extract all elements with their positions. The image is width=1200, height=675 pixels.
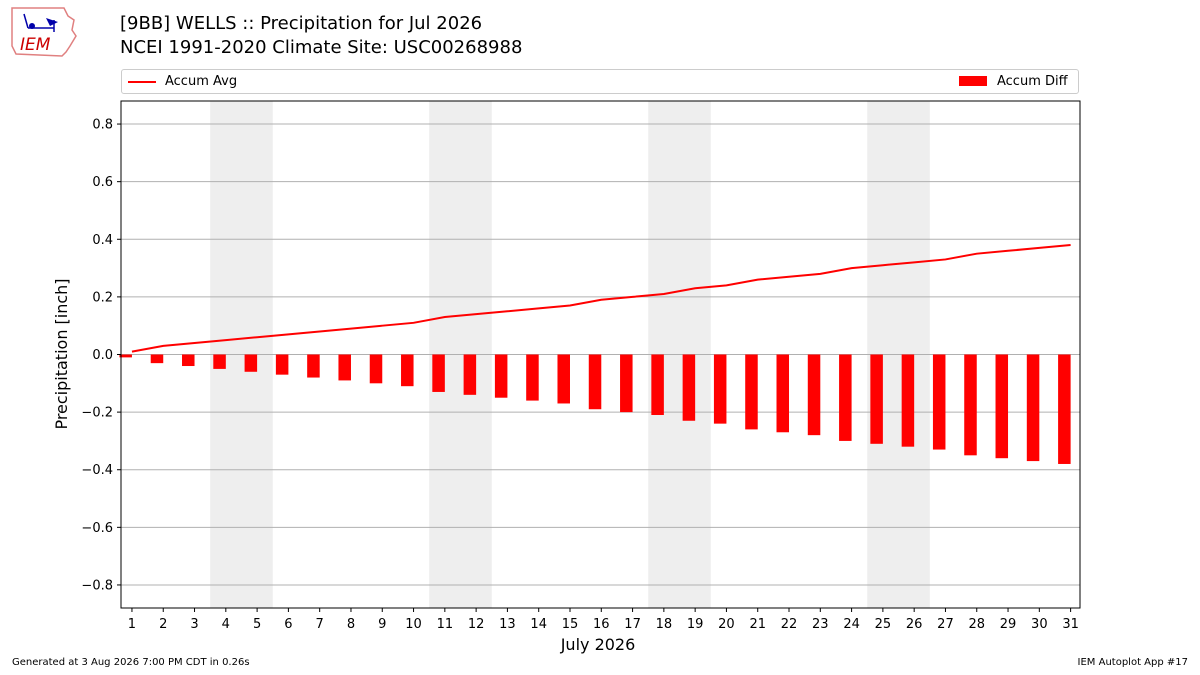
- legend-bar-swatch: [959, 76, 987, 86]
- accum-diff-bar: [463, 354, 477, 395]
- accum-avg-line-group: [131, 244, 1071, 353]
- x-tick-label: 17: [624, 617, 641, 632]
- x-tick-label: 26: [906, 617, 923, 632]
- accum-diff-bar: [839, 354, 852, 441]
- x-tick-label: 4: [222, 617, 230, 632]
- y-tick-label: −0.8: [81, 578, 113, 593]
- accum-diff-bar: [1026, 354, 1040, 462]
- accum-diff-bar: [682, 354, 696, 421]
- logo-text: IEM: [20, 35, 51, 55]
- iem-logo: IEM: [8, 6, 78, 58]
- x-tick-label: 5: [253, 617, 261, 632]
- y-axis: −0.8 −0.6 −0.4 −0.2 0.0 0.2 0.4 0.6 0.8: [81, 118, 121, 593]
- x-tick-label: 3: [190, 617, 198, 632]
- iem-logo-graphic: IEM: [11, 7, 77, 57]
- accum-diff-bar: [964, 354, 977, 456]
- x-tick-label: 9: [378, 617, 386, 632]
- y-axis-label: Precipitation [inch]: [52, 278, 71, 429]
- accum-diff-bar: [713, 354, 727, 424]
- x-tick-label: 23: [812, 617, 829, 632]
- footer-app: IEM Autoplot App #17: [1077, 657, 1188, 668]
- y-tick-label: 0.2: [92, 290, 113, 305]
- x-tick-label: 24: [843, 617, 860, 632]
- x-tick-label: 8: [347, 617, 355, 632]
- accum-diff-bar: [432, 354, 445, 392]
- accum-avg-line: [131, 244, 1071, 353]
- x-tick-label: 27: [937, 617, 954, 632]
- y-tick-label: 0.8: [92, 118, 113, 133]
- x-tick-label: 19: [687, 617, 704, 632]
- legend-label-accum-avg: Accum Avg: [165, 74, 238, 89]
- accum-diff-bar: [338, 354, 351, 381]
- y-tick-label: −0.2: [81, 406, 113, 421]
- x-tick-label: 1: [128, 617, 136, 632]
- x-tick-label: 11: [437, 617, 454, 632]
- accum-diff-bar: [526, 354, 539, 401]
- accum-diff-bar: [557, 354, 570, 404]
- accum-diff-bar: [244, 354, 258, 372]
- accum-diff-bar: [213, 354, 226, 369]
- x-tick-label: 29: [1000, 617, 1017, 632]
- x-tick-label: 18: [656, 617, 673, 632]
- y-tick-label: 0.4: [92, 233, 113, 248]
- y-tick-label: 0.0: [92, 348, 113, 363]
- x-tick-label: 2: [159, 617, 167, 632]
- accum-diff-bar: [182, 354, 195, 367]
- y-tick-label: −0.6: [81, 521, 113, 536]
- x-tick-label: 22: [781, 617, 798, 632]
- accum-diff-bars: [119, 354, 1071, 464]
- footer-generated: Generated at 3 Aug 2026 7:00 PM CDT in 0…: [12, 657, 250, 668]
- x-axis-label: July 2026: [560, 635, 636, 654]
- x-tick-label: 31: [1062, 617, 1079, 632]
- x-tick-label: 13: [499, 617, 516, 632]
- x-tick-label: 21: [749, 617, 766, 632]
- x-tick-label: 14: [530, 617, 547, 632]
- accum-diff-bar: [1058, 354, 1071, 464]
- chart-title-line2: NCEI 1991-2020 Climate Site: USC00268988: [120, 37, 523, 58]
- accum-diff-bar: [588, 354, 602, 410]
- accum-diff-bar: [494, 354, 508, 398]
- accum-diff-bar: [307, 354, 320, 378]
- x-tick-label: 10: [405, 617, 422, 632]
- x-tick-label: 28: [968, 617, 985, 632]
- x-tick-label: 16: [593, 617, 610, 632]
- accum-diff-bar: [901, 354, 915, 447]
- accum-diff-bar: [932, 354, 946, 450]
- x-tick-label: 12: [468, 617, 485, 632]
- accum-diff-bar: [776, 354, 790, 433]
- x-tick-label: 30: [1031, 617, 1048, 632]
- x-axis: 1 2 3 4 5 6 7 8 9 10 11 12 13 14 15 16 17 18 19 20 21 22 23 24 2…: [128, 608, 1079, 632]
- legend-line-swatch: [128, 81, 156, 83]
- accum-diff-bar: [995, 354, 1009, 459]
- x-tick-label: 6: [284, 617, 292, 632]
- y-tick-label: −0.4: [81, 463, 113, 478]
- x-tick-label: 15: [562, 617, 579, 632]
- accum-diff-bar: [807, 354, 821, 436]
- accum-diff-bar: [119, 354, 132, 358]
- x-tick-label: 20: [718, 617, 735, 632]
- x-tick-label: 7: [316, 617, 324, 632]
- accum-diff-bar: [369, 354, 383, 384]
- accum-diff-bar: [651, 354, 664, 415]
- y-tick-label: 0.6: [92, 175, 113, 190]
- x-tick-label: 25: [875, 617, 892, 632]
- accum-diff-bar: [870, 354, 883, 444]
- chart-legend: Accum Avg Accum Diff: [121, 69, 1079, 94]
- accum-diff-bar: [275, 354, 289, 375]
- legend-label-accum-diff: Accum Diff: [997, 74, 1068, 89]
- accum-diff-bar: [401, 354, 414, 387]
- accum-diff-bar: [150, 354, 164, 364]
- accum-diff-bar: [620, 354, 633, 413]
- accum-diff-bar: [745, 354, 758, 430]
- chart-title-line1: [9BB] WELLS :: Precipitation for Jul 202…: [120, 13, 483, 34]
